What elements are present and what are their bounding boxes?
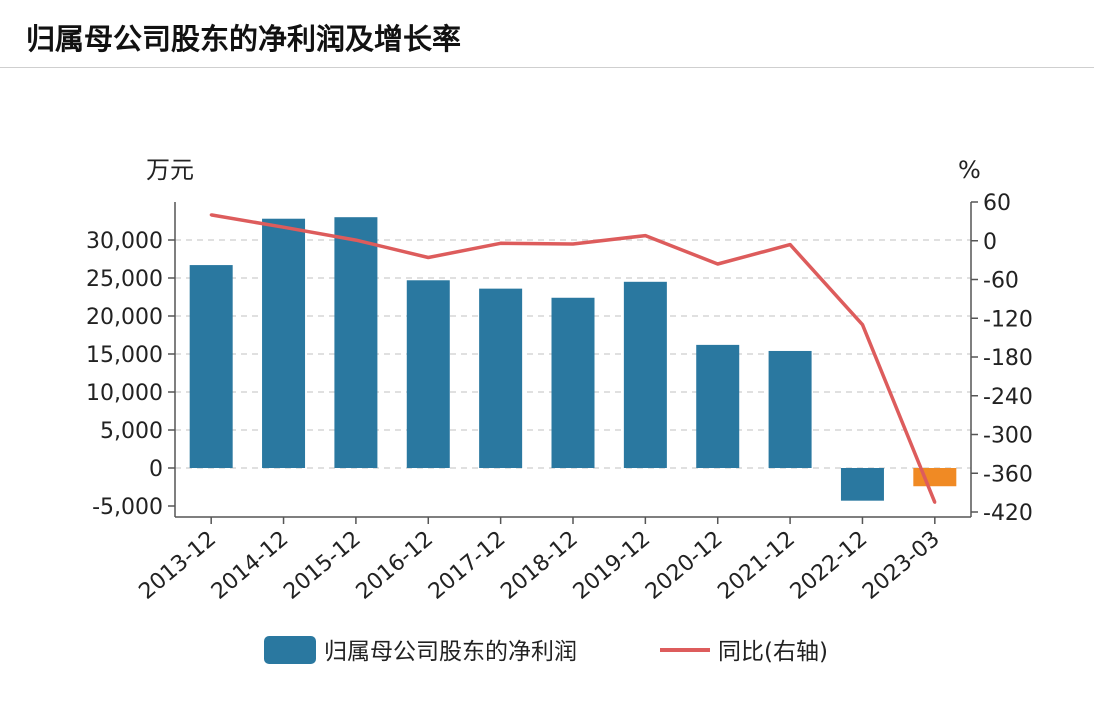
- bar[interactable]: [551, 297, 595, 468]
- bar[interactable]: [334, 217, 378, 468]
- line-point[interactable]: [282, 225, 286, 229]
- line-point[interactable]: [209, 213, 213, 217]
- bar-series: [189, 217, 957, 501]
- line-point[interactable]: [716, 262, 720, 266]
- bar[interactable]: [768, 350, 812, 468]
- y-right-tick-label: -420: [983, 501, 1033, 526]
- line-point[interactable]: [571, 242, 575, 246]
- y-right-tick-label: 0: [983, 230, 997, 255]
- y-right-tick-label: -240: [983, 385, 1033, 410]
- y-right-tick-label: -60: [983, 269, 1019, 294]
- x-tick-label: 2014-12: [207, 526, 293, 604]
- y-left-tick-label: 5,000: [100, 419, 163, 444]
- x-tick-label: 2015-12: [279, 526, 365, 604]
- y-right-tick-label: 60: [983, 191, 1011, 216]
- y-left-tick-label: -5,000: [92, 495, 163, 520]
- title-bar: 归属母公司股东的净利润及增长率: [0, 0, 1094, 68]
- legend-line-label[interactable]: 同比(右轴): [718, 639, 828, 665]
- y-left-tick-label: 30,000: [86, 229, 163, 254]
- line-series: [209, 213, 937, 504]
- x-tick-label: 2021-12: [713, 526, 799, 604]
- y-left-tick-label: 20,000: [86, 305, 163, 330]
- x-tick-label: 2018-12: [496, 526, 582, 604]
- legend-bar-label[interactable]: 归属母公司股东的净利润: [324, 639, 577, 665]
- line-point[interactable]: [933, 500, 937, 504]
- x-tick-label: 2022-12: [786, 526, 872, 604]
- x-tick-label: 2019-12: [569, 526, 655, 604]
- line-point[interactable]: [426, 256, 430, 260]
- y-right-tick-label: -300: [983, 424, 1033, 449]
- y-right-tick-label: -120: [983, 307, 1033, 332]
- x-tick-label: 2020-12: [641, 526, 727, 604]
- chart-title: 归属母公司股东的净利润及增长率: [26, 22, 462, 56]
- bar[interactable]: [840, 468, 884, 501]
- x-tick-label: 2017-12: [424, 526, 510, 604]
- line-point[interactable]: [499, 241, 503, 245]
- y-left-tick-label: 25,000: [86, 267, 163, 292]
- bar[interactable]: [189, 265, 233, 468]
- bar[interactable]: [623, 281, 667, 468]
- bar[interactable]: [696, 344, 740, 468]
- bar[interactable]: [406, 280, 450, 468]
- line-point[interactable]: [860, 323, 864, 327]
- y-right-unit: %: [958, 156, 981, 184]
- line-point[interactable]: [788, 243, 792, 247]
- grid-lines: [175, 239, 971, 469]
- line-point[interactable]: [643, 234, 647, 238]
- y-right-tick-label: -180: [983, 346, 1033, 371]
- x-tick-label: 2023-03: [858, 526, 944, 604]
- y-left-unit: 万元: [146, 156, 194, 184]
- y-right-tick-label: -360: [983, 462, 1033, 487]
- legend-bar-swatch[interactable]: [264, 636, 316, 664]
- bar[interactable]: [479, 288, 523, 468]
- y-left-tick-label: 10,000: [86, 381, 163, 406]
- x-tick-label: 2016-12: [352, 526, 438, 604]
- bar[interactable]: [913, 468, 957, 487]
- line-point[interactable]: [354, 238, 358, 242]
- y-left-tick-label: 15,000: [86, 343, 163, 368]
- y-left-tick-label: 0: [149, 457, 163, 482]
- x-tick-label: 2013-12: [135, 526, 221, 604]
- legend: 归属母公司股东的净利润 同比(右轴): [264, 636, 828, 665]
- bar[interactable]: [262, 218, 306, 468]
